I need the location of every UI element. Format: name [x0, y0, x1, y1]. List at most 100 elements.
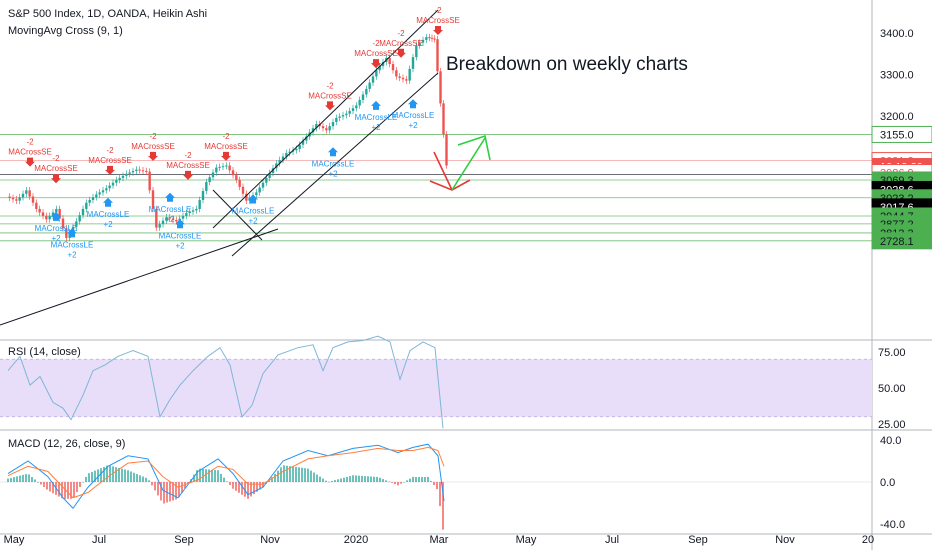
macd-histogram-bar — [271, 477, 273, 482]
macd-histogram-bar — [370, 476, 372, 482]
forecast-arrows — [429, 134, 491, 191]
macd-histogram-bar — [13, 477, 15, 482]
signal-label: MACrossLE — [149, 205, 192, 214]
macd-histogram-bar — [415, 476, 417, 482]
signal-label: MACrossSE — [354, 49, 398, 58]
macd-histogram-bar — [52, 482, 54, 494]
candle-body — [331, 122, 335, 127]
candle-body — [38, 208, 41, 213]
candle-body — [221, 166, 225, 168]
macd-histogram-bar — [22, 474, 24, 482]
candle-body — [15, 199, 18, 201]
macd-histogram-bar — [40, 482, 42, 485]
x-tick-label: May — [516, 534, 537, 546]
macd-histogram-bar — [358, 475, 360, 482]
macd-histogram-bar — [133, 472, 135, 482]
macd-histogram-bar — [187, 482, 189, 484]
macd-histogram-bar — [169, 482, 171, 502]
candle-body — [158, 224, 161, 228]
candle-body — [358, 99, 361, 106]
arrow-up-icon — [103, 197, 113, 207]
x-tick-label: Sep — [174, 534, 194, 546]
candle-body — [11, 197, 15, 200]
signal-label: MACrossSE — [379, 39, 423, 48]
arrow-down-icon — [148, 151, 158, 161]
candle-body — [288, 151, 291, 154]
arrow-up-icon — [175, 219, 185, 229]
candle-body — [128, 172, 131, 174]
macd-histogram-bar — [280, 467, 282, 482]
macd-histogram-bar — [139, 475, 141, 482]
candle-body — [345, 113, 348, 116]
macd-histogram-bar — [391, 482, 393, 483]
macd-histogram-bar — [121, 468, 123, 482]
signal-mult: -2 — [106, 146, 114, 155]
candle-body — [265, 177, 268, 183]
candle-body — [95, 194, 98, 198]
macd-histogram-bar — [313, 472, 315, 482]
macd-histogram-bar — [196, 470, 198, 482]
macd-histogram-bar — [235, 482, 237, 491]
macd-histogram-bar — [247, 482, 249, 499]
x-tick-label: 2020 — [344, 534, 368, 546]
candle-body — [405, 79, 408, 81]
macd-histogram-bar — [181, 482, 183, 493]
candle-body — [325, 128, 328, 131]
macd-histogram-bar — [130, 471, 132, 482]
signal-label: MACrossLE — [392, 111, 435, 120]
signal-mult: -2 — [184, 151, 192, 160]
signal-label: MACrossSE — [204, 142, 248, 151]
rsi-label: RSI (14, close) — [8, 346, 81, 358]
candle-body — [391, 64, 395, 71]
macd-histogram-bar — [145, 477, 147, 482]
signal-mult: +2 — [328, 169, 338, 178]
macd-histogram-bar — [268, 480, 270, 482]
candle-body — [45, 215, 48, 220]
signal-mult: -2 — [222, 132, 230, 141]
macd-histogram-bar — [436, 482, 438, 490]
macd-histogram-bar — [334, 480, 336, 482]
macd-histogram-bar — [49, 482, 51, 492]
candle-body — [188, 211, 191, 214]
macd-histogram-bar — [160, 482, 162, 501]
candle-body — [205, 182, 208, 192]
trend-channels — [0, 9, 439, 326]
candle-body — [398, 76, 401, 78]
support-levels — [0, 134, 872, 242]
candle-body — [111, 182, 115, 186]
candle-body — [442, 103, 445, 135]
macd-histogram-bar — [79, 482, 81, 488]
cross-signals: -2MACrossSE-2MACrossSEMACrossLE+2MACross… — [8, 6, 460, 259]
candle-body — [25, 190, 28, 194]
candle-body — [231, 170, 235, 176]
signal-label: MACrossLE — [159, 231, 202, 240]
signal-mult: +2 — [175, 241, 185, 250]
macd-histogram-bar — [274, 473, 276, 482]
arrow-down-icon — [433, 26, 443, 35]
signal-label: MACrossLE — [87, 210, 130, 219]
candle-body — [21, 193, 25, 198]
candle-body — [91, 197, 95, 200]
macd-histogram-bar — [46, 482, 48, 490]
candle-body — [275, 163, 278, 169]
candle-body — [445, 134, 448, 166]
macd-histogram-bar — [103, 466, 105, 482]
macd-histogram-bar — [331, 480, 333, 482]
candle-body — [165, 217, 168, 221]
signal-label: MACrossSE — [166, 161, 210, 170]
macd-histogram-bar — [106, 465, 108, 482]
signal-label: MACrossLE — [51, 240, 94, 249]
candle-body — [148, 171, 151, 191]
candle-body — [238, 179, 241, 187]
candle-body — [218, 166, 221, 168]
signal-mult: -2 — [397, 29, 405, 38]
macd-histogram-bar — [364, 476, 366, 482]
signal-label: MACrossSE — [34, 164, 78, 173]
macd-histogram-bar — [211, 469, 213, 482]
candle-body — [78, 215, 81, 222]
candle-body — [381, 61, 385, 67]
candle-body — [225, 165, 228, 167]
macd-histogram-bar — [406, 480, 408, 482]
candle-body — [421, 39, 425, 43]
